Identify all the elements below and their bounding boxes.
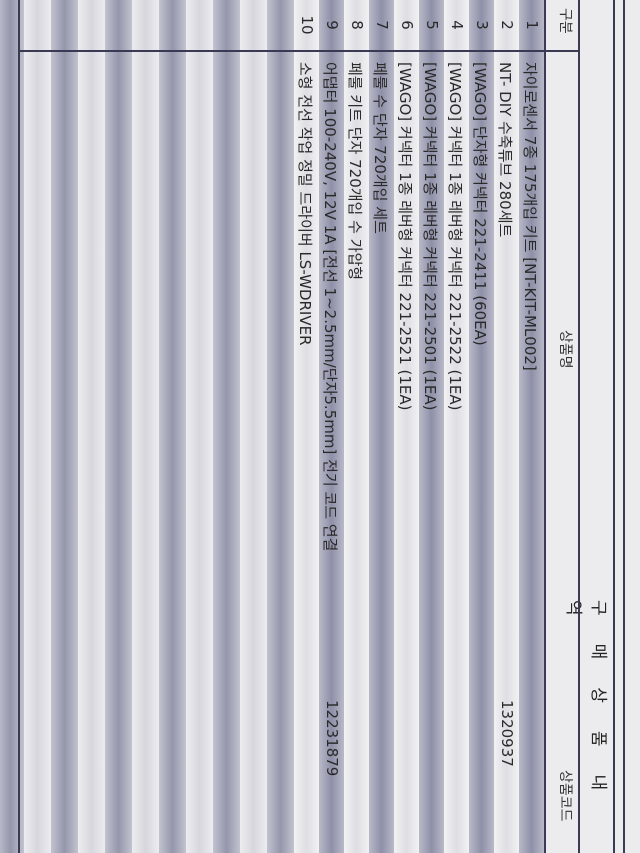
cell-name: [WAGO] 커넥터 1종 레버형 커넥터 221-2501 (1EA) — [421, 62, 439, 411]
blank-row-stripe — [132, 0, 159, 853]
cell-name: [WAGO] 단자형 커넥터 221-2411 (60EA) — [471, 62, 489, 346]
cell-name: 페룰 키트 단자 720개입 수 가압형 — [346, 62, 364, 281]
blank-row-stripe — [105, 0, 132, 853]
cell-num: 6 — [398, 20, 416, 30]
cell-name: [WAGO] 커넥터 1종 레버형 커넥터 221-2521 (1EA) — [396, 62, 414, 411]
cell-num: 7 — [373, 20, 391, 30]
table-bottom-line — [18, 0, 20, 853]
table-row: 4 [WAGO] 커넥터 1종 레버형 커넥터 221-2522 (1EA) — [444, 0, 469, 853]
table-row: 7 페룰 수 단자 720개입 세트 — [369, 0, 394, 853]
cell-num: 9 — [323, 20, 341, 30]
blank-row-stripe — [267, 0, 294, 853]
table-row: 8 페룰 키트 단자 720개입 수 가압형 — [344, 0, 369, 853]
cell-num: 3 — [473, 20, 491, 30]
cell-name: 어댑터 100-240V, 12V 1A [전선 1~2.5mm/단자5.5mm… — [321, 62, 339, 552]
blank-row-stripe — [0, 0, 24, 853]
cell-name: NT- DIY 수축튜브 280세트 — [496, 62, 514, 238]
cell-num: 5 — [423, 20, 441, 30]
table-row: 1 자이로센서 7종 175개입 키트 [NT-KIT-ML002] — [519, 0, 544, 853]
cell-num: 1 — [523, 20, 541, 30]
blank-row-stripe — [186, 0, 213, 853]
border-line — [613, 0, 615, 853]
header-top-line — [578, 0, 580, 853]
blank-row-stripe — [24, 0, 51, 853]
table-row: 10 소형 전선 작업 정밀 드라이버 LS-WDRIVER — [294, 0, 319, 853]
cell-num: 8 — [348, 20, 366, 30]
table-row: 9 어댑터 100-240V, 12V 1A [전선 1~2.5mm/단자5.5m… — [319, 0, 344, 853]
cell-code: 1320937 — [498, 700, 516, 767]
cell-name: [WAGO] 커넥터 1종 레버형 커넥터 221-2522 (1EA) — [446, 62, 464, 411]
blank-row-stripe — [78, 0, 105, 853]
table-row: 6 [WAGO] 커넥터 1종 레버형 커넥터 221-2521 (1EA) — [394, 0, 419, 853]
column-header-code: 상품코드 — [557, 770, 573, 822]
column-divider — [20, 50, 580, 52]
table-row: 2 NT- DIY 수축튜브 280세트 1320937 — [494, 0, 519, 853]
table-row: 5 [WAGO] 커넥터 1종 레버형 커넥터 221-2501 (1EA) — [419, 0, 444, 853]
blank-row-stripe — [213, 0, 240, 853]
table-row: 3 [WAGO] 단자형 커넥터 221-2411 (60EA) — [469, 0, 494, 853]
cell-name: 자이로센서 7종 175개입 키트 [NT-KIT-ML002] — [521, 62, 539, 371]
cell-num: 2 — [498, 20, 516, 30]
cell-name: 소형 전선 작업 정밀 드라이버 LS-WDRIVER — [296, 62, 314, 346]
header-bottom-line — [544, 0, 546, 853]
cell-num: 10 — [298, 15, 316, 35]
column-header-num: 구분 — [557, 8, 573, 34]
blank-row-stripe — [240, 0, 267, 853]
blank-row-stripe — [159, 0, 186, 853]
cell-name: 페룰 수 단자 720개입 세트 — [371, 62, 389, 234]
blank-row-stripe — [51, 0, 78, 853]
border-line — [623, 0, 625, 853]
column-header-name: 상품명 — [557, 330, 573, 369]
cell-code: 12231879 — [323, 700, 341, 777]
cell-num: 4 — [448, 20, 466, 30]
